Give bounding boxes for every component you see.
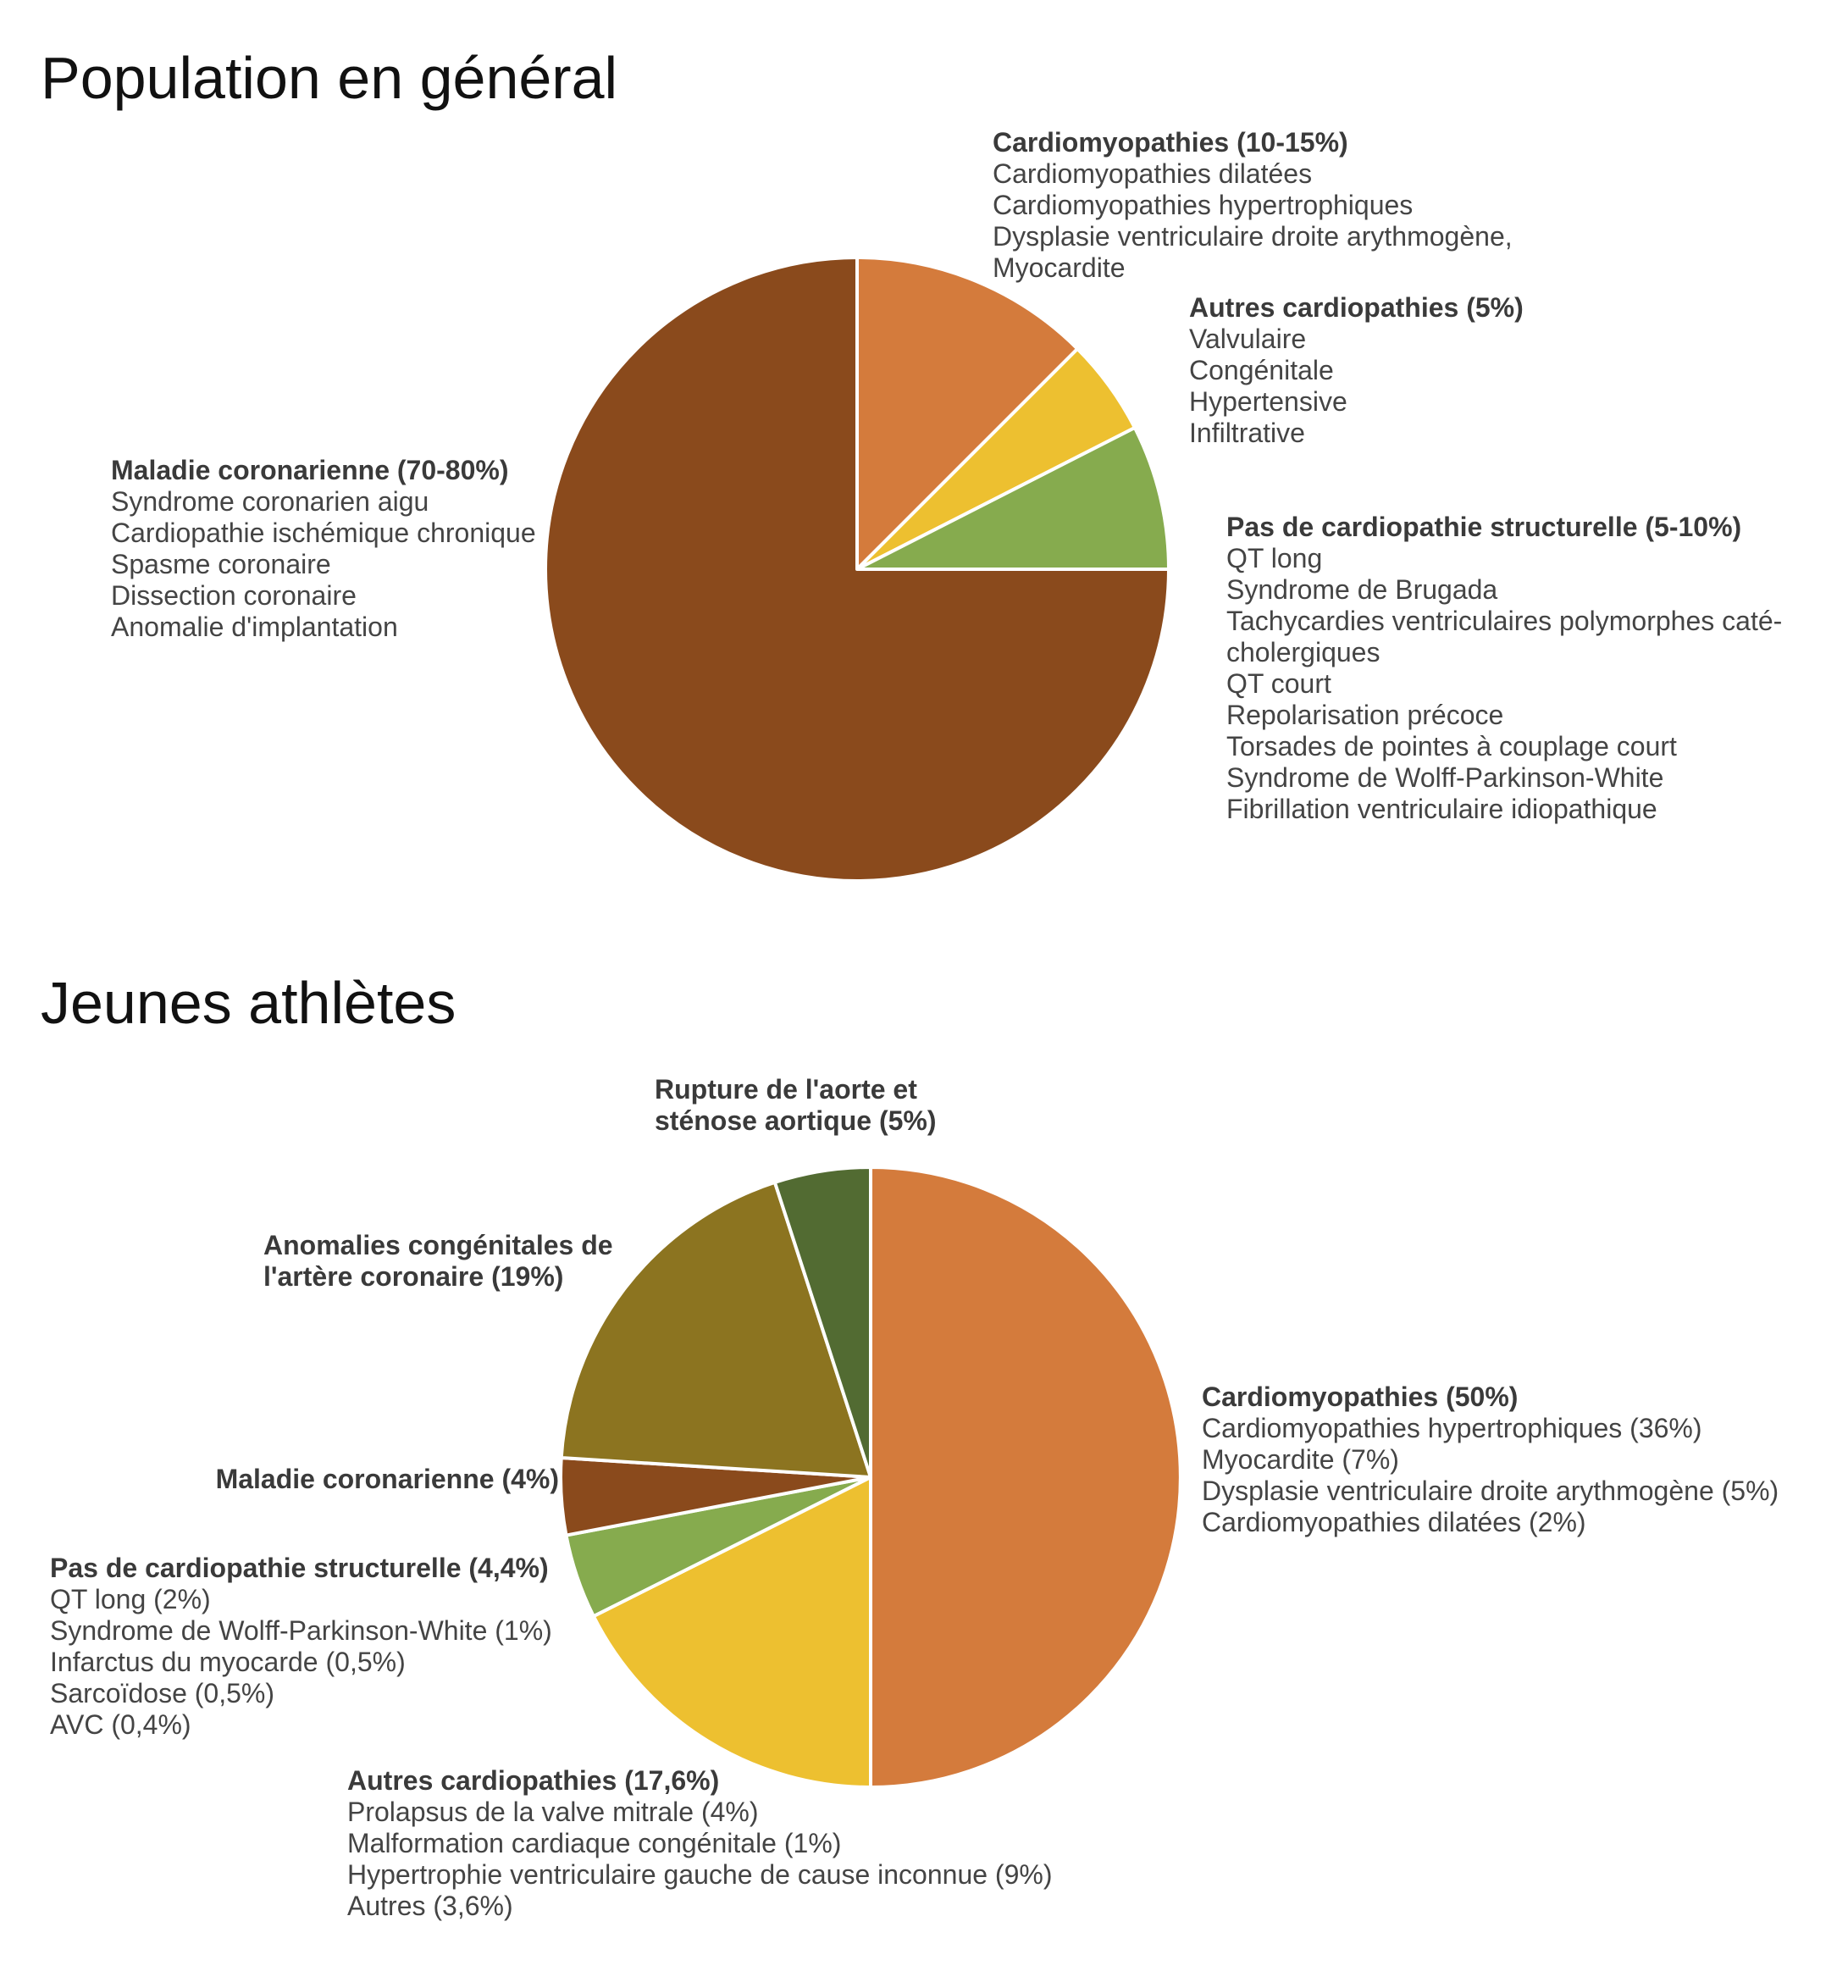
slice-heading: Autres cardiopathies (17,6%): [347, 1765, 720, 1796]
label-athletes-anomalies-congenitales: Anomalies congénitales de l'artère coron…: [263, 1230, 613, 1293]
slice-detail-item: Syndrome de Wolff-Parkinson-White (1%): [50, 1615, 552, 1646]
slice-heading: Pas de cardiopathie structurelle (5-10%): [1226, 512, 1742, 542]
slice-detail-item: Cardiopathie ischémique chronique: [111, 518, 536, 548]
pie-chart-athletes: [559, 1166, 1182, 1789]
slice-detail-item: Cardiomyopathies hypertrophiques: [993, 190, 1414, 220]
label-athletes-autres-cardiopathies: Autres cardiopathies (17,6%) Prolapsus d…: [347, 1765, 1052, 1922]
label-population-maladie-coronarienne: Maladie coronarienne (70-80%) Syndrome c…: [111, 455, 536, 643]
label-athletes-cardiomyopathies: Cardiomyopathies (50%) Cardiomyopathies …: [1202, 1382, 1779, 1538]
slice-heading: Maladie coronarienne (4%): [215, 1464, 559, 1494]
chart-title-population: Population en général: [41, 45, 618, 111]
pie-slice-5: [772, 1166, 872, 1479]
slice-detail-item: Hypertrophie ventriculaire gauche de cau…: [347, 1859, 1053, 1890]
slice-detail-item: QT court: [1226, 668, 1331, 699]
slice-detail-item: Infiltrative: [1189, 418, 1305, 448]
slice-detail-item: Dysplasie ventriculaire droite arythmogè…: [993, 221, 1513, 252]
slice-detail-item: Cardiomyopathies dilatées: [993, 158, 1313, 189]
pie-slice-0: [869, 1166, 1182, 1789]
slice-detail-item: Syndrome de Wolff-Parkinson-White: [1226, 762, 1664, 793]
pie-slice-3: [544, 256, 1170, 883]
pie-slice-2: [855, 425, 1170, 571]
pie-slice-0: [855, 256, 1080, 571]
pie-slice-1: [591, 1476, 872, 1789]
slice-detail-item: AVC (0,4%): [50, 1709, 191, 1740]
label-athletes-maladie-coronarienne: Maladie coronarienne (4%): [195, 1464, 559, 1495]
slice-detail-item: Fibrillation ventriculaire idiopathique: [1226, 794, 1657, 824]
slice-heading: Anomalies congénitales de l'artère coron…: [263, 1230, 613, 1292]
label-population-cardiomyopathies: Cardiomyopathies (10-15%) Cardiomyopathi…: [993, 127, 1513, 284]
slice-detail-item: Spasme coronaire: [111, 549, 331, 579]
chart-title-athletes: Jeunes athlètes: [41, 970, 456, 1036]
slice-detail-item: Infarctus du myocarde (0,5%): [50, 1647, 406, 1677]
slice-heading: Rupture de l'aorte et sténose aortique (…: [655, 1074, 937, 1136]
slice-detail-item: Valvulaire: [1189, 324, 1307, 354]
slice-heading: Autres cardiopathies (5%): [1189, 292, 1524, 323]
slice-heading: Cardiomyopathies (50%): [1202, 1382, 1519, 1412]
slice-detail-item: Myocardite (7%): [1202, 1444, 1399, 1475]
slice-detail-item: Malformation cardiaque congénitale (1%): [347, 1828, 842, 1858]
slice-detail-item: Prolapsus de la valve mitrale (4%): [347, 1797, 759, 1827]
slice-detail-item: Repolarisation précoce: [1226, 700, 1504, 730]
slice-detail-item: Hypertensive: [1189, 386, 1347, 417]
slice-detail-item: QT long (2%): [50, 1584, 211, 1614]
slice-detail-item: Myocardite: [993, 252, 1126, 283]
pie-slice-4: [559, 1180, 872, 1479]
label-population-autres-cardiopathies: Autres cardiopathies (5%) Valvulaire Cong…: [1189, 292, 1524, 449]
slice-detail-item: Cardiomyopathies dilatées (2%): [1202, 1507, 1586, 1537]
slice-heading: Cardiomyopathies (10-15%): [993, 127, 1348, 158]
slice-detail-item: QT long: [1226, 543, 1323, 573]
label-athletes-rupture-aorte: Rupture de l'aorte et sténose aortique (…: [655, 1074, 937, 1137]
label-athletes-pas-de-cardiopathie: Pas de cardiopathie structurelle (4,4%) …: [50, 1553, 552, 1741]
slice-detail-item: Anomalie d'implantation: [111, 612, 398, 642]
pie-chart-population: [544, 256, 1170, 883]
slice-heading: Pas de cardiopathie structurelle (4,4%): [50, 1553, 549, 1583]
label-population-pas-de-cardiopathie: Pas de cardiopathie structurelle (5-10%)…: [1226, 512, 1782, 825]
slice-detail-item: Syndrome coronarien aigu: [111, 486, 429, 517]
slice-detail-item: Torsades de pointes à couplage court: [1226, 731, 1677, 761]
slice-detail-item: Tachycardies ventriculaires polymorphes …: [1226, 606, 1783, 636]
slice-heading: Maladie coronarienne (70-80%): [111, 455, 509, 485]
slice-detail-item: Dysplasie ventriculaire droite arythmogè…: [1202, 1476, 1779, 1506]
slice-detail-item: cholergiques: [1226, 637, 1380, 667]
slice-detail-item: Sarcoïdose (0,5%): [50, 1678, 275, 1708]
slice-detail-item: Cardiomyopathies hypertrophiques (36%): [1202, 1413, 1702, 1443]
slice-detail-item: Syndrome de Brugada: [1226, 574, 1498, 605]
slice-detail-item: Dissection coronaire: [111, 580, 357, 611]
slice-detail-item: Congénitale: [1189, 355, 1334, 385]
slice-detail-item: Autres (3,6%): [347, 1891, 513, 1921]
